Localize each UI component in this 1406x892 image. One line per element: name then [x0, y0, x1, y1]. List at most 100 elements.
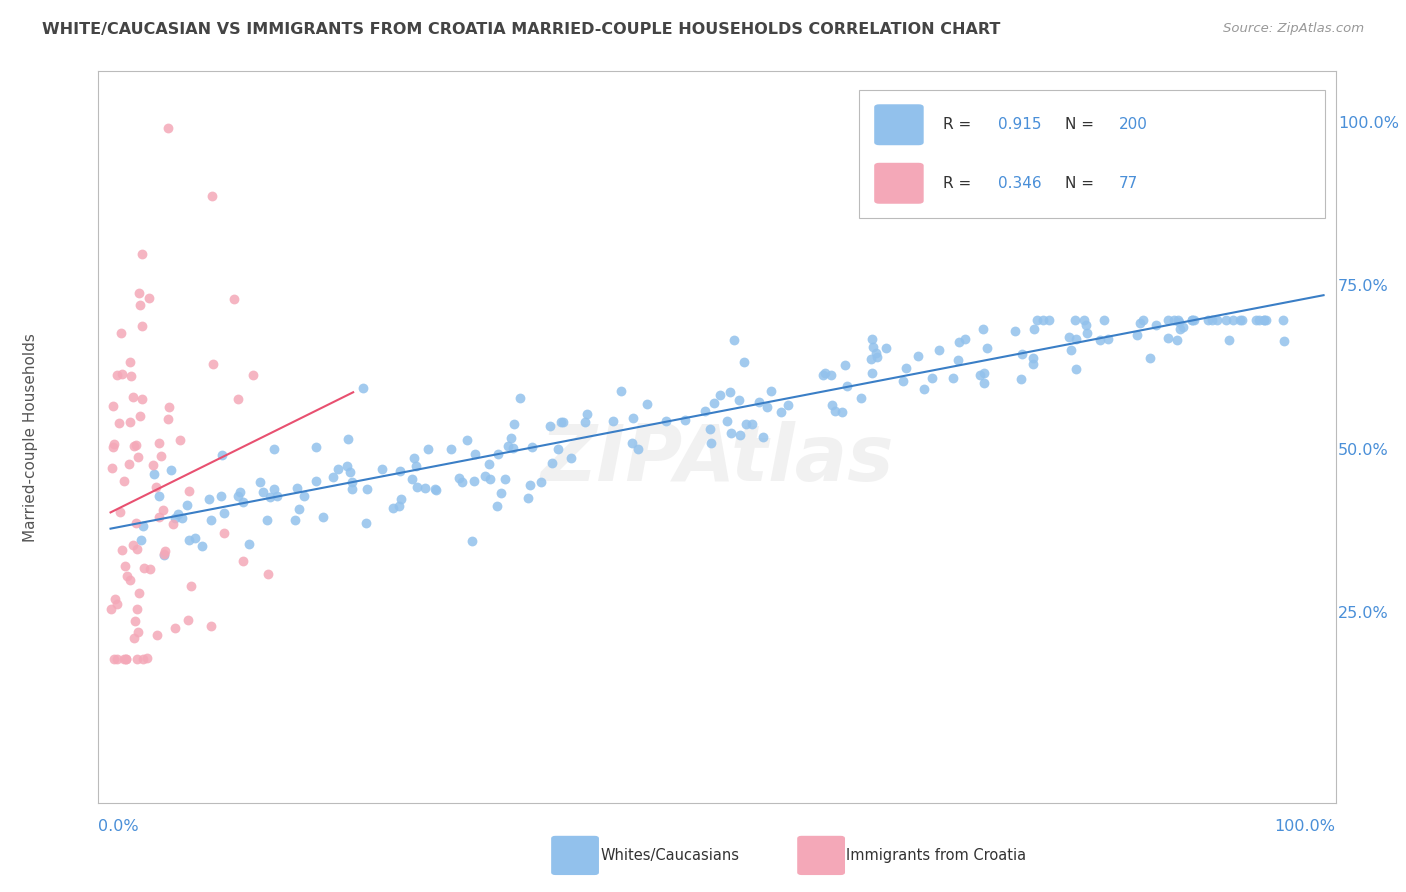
Point [1073, 312, 1095, 326]
Point [101, 399, 124, 413]
Text: 200: 200 [1119, 117, 1149, 132]
FancyBboxPatch shape [875, 104, 924, 145]
Point [120, 573, 142, 587]
Text: 0.346: 0.346 [998, 176, 1042, 191]
FancyBboxPatch shape [875, 162, 924, 203]
Point [866, 350, 889, 364]
Point [354, 516, 377, 530]
Point [486, 447, 509, 461]
Point [837, 379, 859, 393]
Point [463, 474, 485, 488]
Point [157, 120, 180, 135]
Point [110, 326, 132, 340]
Point [1004, 324, 1026, 338]
Point [413, 481, 436, 495]
Point [912, 382, 935, 396]
Point [177, 613, 200, 627]
Point [118, 457, 141, 471]
Point [1166, 333, 1188, 347]
Point [337, 433, 360, 447]
Point [285, 482, 308, 496]
Point [541, 456, 564, 470]
Point [498, 439, 520, 453]
Point [1088, 334, 1111, 348]
Point [1256, 312, 1278, 326]
Point [176, 498, 198, 512]
Point [1038, 312, 1060, 326]
Text: 50.0%: 50.0% [1339, 442, 1389, 458]
Point [257, 566, 280, 581]
Point [1129, 316, 1152, 330]
Text: 75.0%: 75.0% [1339, 279, 1389, 294]
Point [1057, 330, 1080, 344]
Text: 0.0%: 0.0% [98, 819, 139, 834]
Point [105, 368, 128, 383]
Point [115, 652, 138, 666]
Point [200, 513, 222, 527]
Point [382, 500, 405, 515]
Point [184, 532, 207, 546]
Point [162, 516, 184, 531]
Point [100, 601, 122, 615]
Point [699, 422, 721, 436]
Point [148, 490, 170, 504]
Point [517, 491, 540, 505]
Point [172, 511, 194, 525]
Point [132, 518, 155, 533]
Point [229, 484, 252, 499]
Point [142, 458, 165, 473]
Point [105, 652, 128, 666]
Point [574, 415, 596, 429]
Point [138, 291, 160, 305]
Point [201, 189, 224, 203]
Point [201, 357, 224, 371]
Point [627, 442, 650, 457]
Point [948, 334, 970, 349]
Point [232, 495, 254, 509]
Point [169, 433, 191, 447]
Text: 77: 77 [1119, 176, 1139, 191]
Point [125, 438, 148, 452]
Point [114, 558, 136, 573]
Text: R =: R = [943, 176, 977, 191]
Point [730, 427, 752, 442]
Point [259, 490, 281, 504]
Point [111, 542, 134, 557]
Point [942, 371, 965, 385]
Point [1132, 312, 1154, 326]
Point [128, 285, 150, 300]
Point [111, 368, 134, 382]
Text: 100.0%: 100.0% [1275, 819, 1336, 834]
Point [1011, 346, 1033, 360]
Point [1076, 326, 1098, 341]
Point [456, 433, 478, 447]
Point [1097, 332, 1119, 346]
Point [1253, 312, 1275, 326]
Point [928, 343, 950, 357]
Point [127, 450, 149, 464]
Point [1167, 312, 1189, 326]
Point [416, 442, 439, 456]
Text: ZIPAtlas: ZIPAtlas [540, 421, 894, 497]
Point [263, 482, 285, 496]
Point [425, 482, 447, 496]
Point [770, 405, 793, 419]
Point [326, 462, 349, 476]
Point [177, 533, 200, 548]
Point [1126, 327, 1149, 342]
Point [252, 485, 274, 500]
Point [1253, 312, 1275, 326]
Text: WHITE/CAUCASIAN VS IMMIGRANTS FROM CROATIA MARRIED-COUPLE HOUSEHOLDS CORRELATION: WHITE/CAUCASIAN VS IMMIGRANTS FROM CROAT… [42, 22, 1001, 37]
Point [305, 474, 328, 488]
Point [494, 472, 516, 486]
Point [153, 549, 176, 563]
Point [1168, 322, 1191, 336]
Point [865, 346, 887, 360]
Point [530, 475, 553, 489]
Text: 100.0%: 100.0% [1339, 116, 1399, 131]
Point [401, 472, 423, 486]
Point [131, 246, 153, 260]
Point [266, 489, 288, 503]
Point [1010, 371, 1032, 385]
Point [1060, 343, 1083, 357]
